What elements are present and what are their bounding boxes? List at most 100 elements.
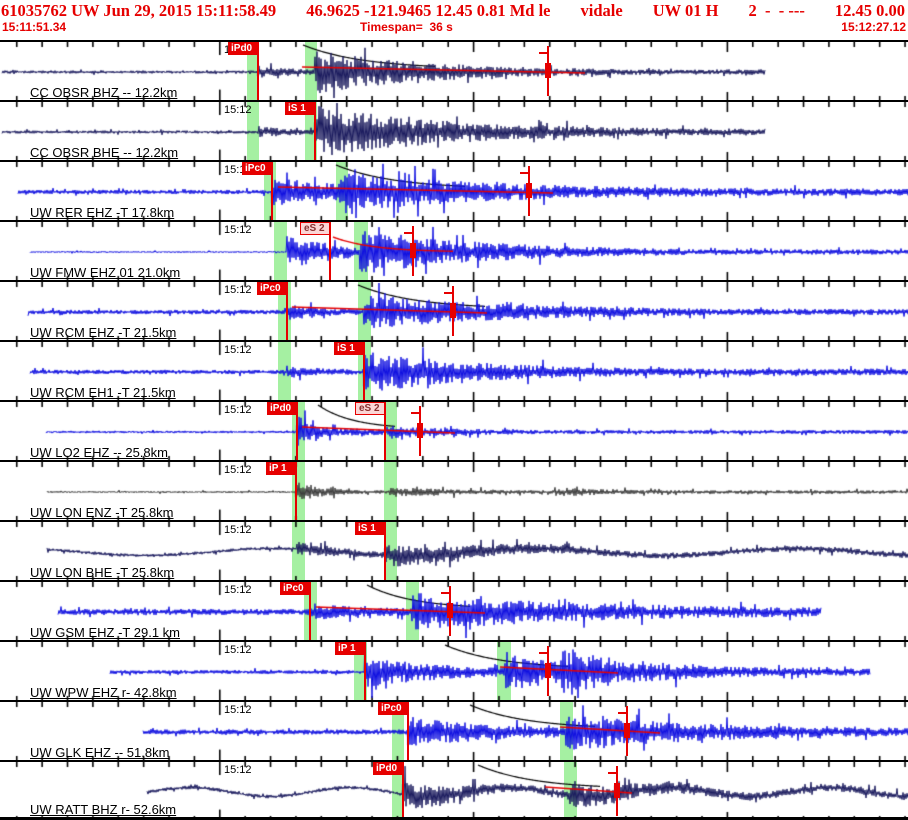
waveform-canvas[interactable] bbox=[0, 162, 908, 220]
event-location-magnitude: 46.9625 -121.9465 12.45 0.81 Md le bbox=[306, 1, 551, 20]
network-code: UW 01 H bbox=[652, 1, 719, 20]
trace-row[interactable]: 15:12 iPd0 UW RATT BHZ r- 52.6km bbox=[0, 760, 908, 820]
phase-pick-label[interactable]: iPc0 bbox=[280, 582, 310, 595]
pick-line[interactable] bbox=[295, 462, 297, 520]
phase-pick-label[interactable]: iPc0 bbox=[242, 162, 272, 175]
station-label[interactable]: UW RATT BHZ r- 52.6km bbox=[30, 802, 177, 817]
trace-row[interactable]: 15:12 iPc0 UW RCM EHZ -T 21.5km bbox=[0, 280, 908, 340]
waveform-canvas[interactable] bbox=[0, 342, 908, 400]
pick-line[interactable] bbox=[296, 402, 298, 460]
minute-tick-label: 15:12 bbox=[224, 224, 252, 236]
analyst-name: vidale bbox=[580, 1, 623, 20]
trace-row[interactable]: 15:12 iPc0 UW GSM EHZ -T 29.1 km bbox=[0, 580, 908, 640]
trace-list: 15:12 iPd0 CC OBSR BHZ -- 12.2km 15:12 iS 1 C… bbox=[0, 40, 908, 820]
trace-row[interactable]: 15:12 iPd0 eS 2 UW LO2 EHZ -- 25.8km bbox=[0, 400, 908, 460]
waveform-canvas[interactable] bbox=[0, 582, 908, 640]
header: 61035762 UW Jun 29, 2015 15:11:58.49 46.… bbox=[0, 0, 908, 40]
trace-row[interactable]: 15:12 iS 1 UW RCM EH1 -T 21.5km bbox=[0, 340, 908, 400]
trace-row[interactable]: 15:12 iPc0 UW RER EHZ -T 17.8km bbox=[0, 160, 908, 220]
minute-tick-label: 15:12 bbox=[224, 344, 252, 356]
station-label[interactable]: UW WPW EHZ r- 42.8km bbox=[30, 685, 177, 700]
pick-line[interactable] bbox=[364, 642, 366, 700]
trace-row[interactable]: 15:12 iP 1 UW WPW EHZ r- 42.8km bbox=[0, 640, 908, 700]
pick-line[interactable] bbox=[314, 102, 316, 160]
amplitude-marker-bar bbox=[545, 63, 551, 78]
depth-rms: 12.45 0.00 bbox=[834, 1, 905, 20]
trace-row[interactable]: 15:12 iPc0 UW GLK EHZ -- 51.8km bbox=[0, 700, 908, 760]
window-start-time: 15:11:51.34 bbox=[2, 20, 67, 34]
phase-pick-label[interactable]: iS 1 bbox=[355, 522, 385, 535]
pick-line[interactable] bbox=[257, 42, 259, 100]
amplitude-marker-bar bbox=[614, 783, 620, 798]
amplitude-marker-dash bbox=[539, 652, 548, 654]
amplitude-marker-bar bbox=[410, 243, 416, 258]
amplitude-marker-bar bbox=[624, 723, 630, 738]
event-id-origin-time: 61035762 UW Jun 29, 2015 15:11:58.49 bbox=[1, 1, 277, 20]
trace-row[interactable]: 15:12 iS 1 UW LON BHE -T 25.8km bbox=[0, 520, 908, 580]
pick-line[interactable] bbox=[329, 222, 331, 280]
pick-line[interactable] bbox=[384, 402, 386, 460]
pick-line[interactable] bbox=[271, 162, 273, 220]
minute-tick-label: 15:12 bbox=[224, 524, 252, 536]
phase-pick-label[interactable]: eS 2 bbox=[355, 402, 385, 415]
waveform-canvas[interactable] bbox=[0, 402, 908, 460]
station-label[interactable]: UW RCM EHZ -T 21.5km bbox=[30, 325, 177, 340]
trace-row[interactable]: 15:12 iS 1 CC OBSR BHE -- 12.2km bbox=[0, 100, 908, 160]
phase-pick-label[interactable]: iPd0 bbox=[373, 762, 403, 775]
phase-pick-label[interactable]: eS 2 bbox=[300, 222, 330, 235]
pick-line[interactable] bbox=[309, 582, 311, 640]
waveform-canvas[interactable] bbox=[0, 522, 908, 580]
minute-tick-label: 15:12 bbox=[224, 764, 252, 776]
station-label[interactable]: UW GLK EHZ -- 51.8km bbox=[30, 745, 170, 760]
waveform-canvas[interactable] bbox=[0, 102, 908, 160]
amplitude-marker-bar bbox=[526, 183, 532, 198]
minute-tick-label: 15:12 bbox=[224, 104, 252, 116]
minute-tick-label: 15:12 bbox=[224, 284, 252, 296]
pick-line[interactable] bbox=[402, 762, 404, 817]
amplitude-marker-dash bbox=[404, 232, 413, 234]
amplitude-marker-dash bbox=[520, 172, 529, 174]
station-label[interactable]: CC OBSR BHE -- 12.2km bbox=[30, 145, 179, 160]
waveform-canvas[interactable] bbox=[0, 222, 908, 280]
trace-row[interactable]: 15:12 eS 2 UW FMW EHZ 01 21.0km bbox=[0, 220, 908, 280]
window-end-time: 15:12:27.12 bbox=[841, 20, 906, 34]
phase-pick-label[interactable]: iP 1 bbox=[335, 642, 365, 655]
station-label[interactable]: UW LON BHE -T 25.8km bbox=[30, 565, 175, 580]
pick-line[interactable] bbox=[407, 702, 409, 760]
station-label[interactable]: UW FMW EHZ 01 21.0km bbox=[30, 265, 181, 280]
trace-row[interactable]: 15:12 iP 1 UW LON ENZ -T 25.8km bbox=[0, 460, 908, 520]
event-flags: 2 - - --- bbox=[748, 1, 805, 20]
station-label[interactable]: UW LON ENZ -T 25.8km bbox=[30, 505, 174, 520]
waveform-canvas[interactable] bbox=[0, 42, 908, 100]
waveform-canvas[interactable] bbox=[0, 762, 908, 817]
amplitude-marker-bar bbox=[545, 663, 551, 678]
phase-pick-label[interactable]: iPc0 bbox=[257, 282, 287, 295]
amplitude-marker-bar bbox=[450, 303, 456, 318]
phase-pick-label[interactable]: iP 1 bbox=[266, 462, 296, 475]
waveform-canvas[interactable] bbox=[0, 462, 908, 520]
amplitude-marker-dash bbox=[441, 592, 450, 594]
station-label[interactable]: CC OBSR BHZ -- 12.2km bbox=[30, 85, 178, 100]
minute-tick-label: 15:12 bbox=[224, 644, 252, 656]
amplitude-marker-bar bbox=[417, 423, 423, 438]
pick-line[interactable] bbox=[363, 342, 365, 400]
minute-tick-label: 15:12 bbox=[224, 464, 252, 476]
pick-line[interactable] bbox=[286, 282, 288, 340]
phase-pick-label[interactable]: iS 1 bbox=[334, 342, 364, 355]
station-label[interactable]: UW GSM EHZ -T 29.1 km bbox=[30, 625, 180, 640]
phase-pick-label[interactable]: iPd0 bbox=[267, 402, 297, 415]
waveform-canvas[interactable] bbox=[0, 642, 908, 700]
phase-pick-label[interactable]: iPc0 bbox=[378, 702, 408, 715]
phase-pick-label[interactable]: iPd0 bbox=[228, 42, 258, 55]
amplitude-marker-dash bbox=[618, 712, 627, 714]
waveform-canvas[interactable] bbox=[0, 702, 908, 760]
station-label[interactable]: UW RCM EH1 -T 21.5km bbox=[30, 385, 176, 400]
minute-tick-label: 15:12 bbox=[224, 584, 252, 596]
event-summary-line: 61035762 UW Jun 29, 2015 15:11:58.49 46.… bbox=[0, 0, 908, 21]
phase-pick-label[interactable]: iS 1 bbox=[285, 102, 315, 115]
station-label[interactable]: UW RER EHZ -T 17.8km bbox=[30, 205, 175, 220]
pick-line[interactable] bbox=[384, 522, 386, 580]
station-label[interactable]: UW LO2 EHZ -- 25.8km bbox=[30, 445, 168, 460]
amplitude-marker-dash bbox=[608, 772, 617, 774]
